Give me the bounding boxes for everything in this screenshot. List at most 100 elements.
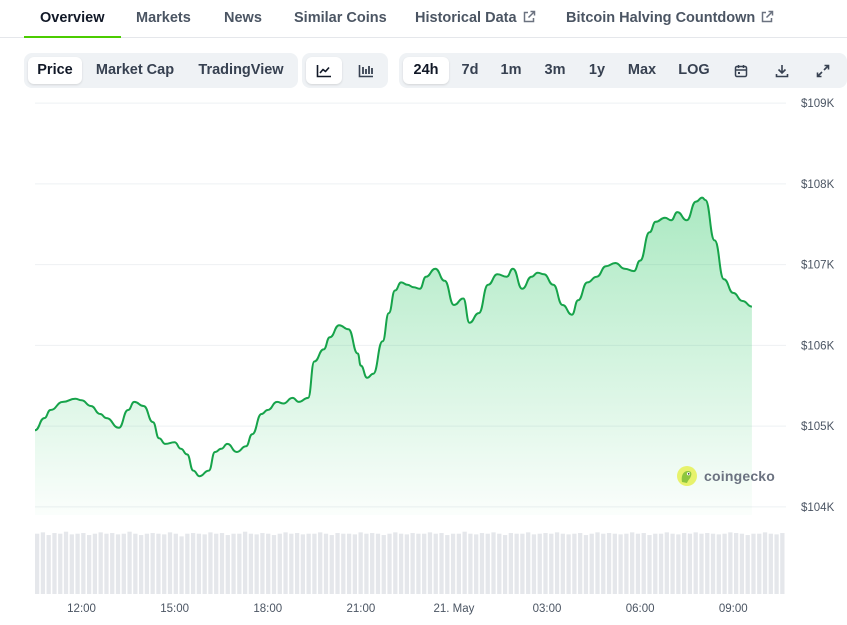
price-point — [356, 351, 360, 355]
volume-bar — [780, 533, 785, 594]
tab-markets[interactable]: Markets — [136, 0, 191, 38]
tab-bitcoin-halving-countdown[interactable]: Bitcoin Halving Countdown — [566, 0, 774, 38]
tab-overview[interactable]: Overview — [24, 0, 121, 38]
volume-bar — [346, 533, 352, 594]
price-point — [381, 339, 385, 343]
range-1m-button[interactable]: 1m — [500, 62, 522, 78]
volume-bar — [144, 533, 150, 594]
price-point — [703, 198, 707, 202]
volume-bar — [520, 533, 525, 594]
x-tick-label: 15:00 — [160, 603, 189, 615]
line-chart-button[interactable] — [306, 57, 342, 84]
price-point — [291, 396, 295, 400]
price-point — [393, 288, 397, 292]
volume-bar — [202, 534, 207, 594]
price-point — [741, 299, 745, 303]
range-7d-button[interactable]: 7d — [461, 62, 479, 78]
price-point — [260, 412, 264, 416]
volume-bar — [566, 534, 571, 594]
date-range-button[interactable] — [723, 57, 759, 84]
volume-bar — [479, 533, 485, 594]
volume-bar — [404, 534, 409, 594]
volume-bar — [219, 533, 225, 594]
volume-bar — [751, 533, 756, 594]
price-point — [595, 275, 599, 279]
price-point — [467, 321, 471, 325]
volume-bar — [474, 534, 479, 594]
price-button[interactable]: Price — [28, 57, 82, 84]
price-point — [520, 287, 524, 291]
tab-label: Similar Coins — [294, 10, 387, 26]
candlestick-chart-button[interactable] — [348, 57, 384, 84]
price-point — [551, 283, 555, 287]
volume-bar — [185, 533, 190, 594]
price-point — [412, 285, 416, 289]
volume-bar — [271, 535, 277, 594]
line-chart-icon — [316, 64, 331, 77]
download-button[interactable] — [764, 57, 800, 84]
log-scale-button[interactable]: LOG — [678, 62, 710, 78]
price-chart[interactable]: $104K $105K $106K $107K $108K $109K 12:00 15:0… — [0, 95, 847, 625]
range-1y-button[interactable]: 1y — [588, 62, 606, 78]
volume-bar — [630, 532, 635, 594]
volume-bar — [687, 533, 693, 594]
volume-bar — [398, 533, 404, 594]
tab-label: Overview — [40, 10, 105, 26]
price-point — [89, 404, 93, 408]
volume-bar — [705, 533, 710, 594]
volume-bar — [231, 533, 236, 594]
volume-bar — [774, 534, 779, 594]
volume-bar — [468, 533, 473, 594]
volume-bar — [162, 534, 167, 594]
volume-bar — [289, 533, 294, 594]
market-cap-button[interactable]: Market Cap — [95, 62, 175, 78]
volume-bar — [104, 533, 109, 594]
price-point — [132, 400, 136, 404]
price-line — [34, 196, 753, 478]
price-point — [461, 297, 465, 301]
price-point — [530, 275, 534, 279]
price-point — [297, 400, 301, 404]
price-point — [623, 267, 627, 271]
volume-bar — [653, 533, 658, 594]
volume-bar — [225, 535, 230, 594]
volume-bars — [35, 531, 785, 594]
volume-bar — [485, 533, 490, 594]
volume-bar — [491, 532, 496, 594]
volume-bar — [734, 533, 739, 594]
volume-bar — [58, 533, 63, 594]
volume-bar — [138, 535, 144, 594]
tab-similar-coins[interactable]: Similar Coins — [294, 0, 387, 38]
tab-label: Markets — [136, 10, 191, 26]
volume-bar — [156, 533, 161, 594]
volume-bar — [133, 533, 138, 594]
price-point — [654, 220, 658, 224]
price-point — [371, 372, 375, 376]
price-point — [328, 335, 332, 339]
fullscreen-button[interactable] — [805, 57, 841, 84]
price-point — [61, 400, 65, 404]
range-24h-button[interactable]: 24h — [403, 57, 449, 84]
tab-news[interactable]: News — [224, 0, 262, 38]
price-point — [477, 311, 481, 315]
price-point — [281, 402, 285, 406]
price-point — [750, 305, 754, 309]
y-tick-label: $109K — [801, 98, 835, 110]
volume-bar — [370, 533, 375, 594]
price-point — [163, 442, 167, 446]
range-max-button[interactable]: Max — [627, 62, 657, 78]
volume-bar — [583, 535, 589, 594]
price-point — [604, 264, 608, 268]
volume-bar — [624, 533, 629, 594]
price-point — [151, 420, 155, 424]
range-3m-button[interactable]: 3m — [544, 62, 566, 78]
time-range-selector: 24h 7d 1m 3m 1y Max LOG — [399, 53, 847, 88]
volume-bar — [606, 533, 612, 594]
volume-bar — [260, 533, 265, 594]
tradingview-button[interactable]: TradingView — [198, 62, 284, 78]
volume-bar — [450, 533, 456, 594]
price-point — [424, 275, 428, 279]
tab-historical-data[interactable]: Historical Data — [415, 0, 536, 38]
volume-bar — [635, 533, 641, 594]
x-tick-label: 06:00 — [626, 603, 655, 615]
